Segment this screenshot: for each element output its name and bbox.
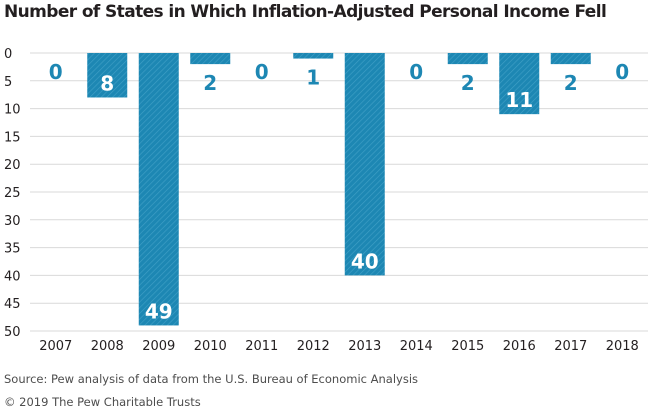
y-tick-label: 20 — [4, 158, 21, 173]
y-tick-label: 40 — [4, 269, 21, 284]
data-label-2008: 8 — [100, 71, 114, 95]
x-tick-label: 2013 — [348, 339, 381, 354]
x-tick-label: 2011 — [245, 339, 278, 354]
bar-2012 — [293, 53, 334, 59]
data-label-2012: 1 — [306, 66, 320, 90]
y-tick-label: 50 — [4, 325, 21, 340]
x-tick-label: 2014 — [400, 339, 433, 354]
data-label-2017: 2 — [564, 71, 578, 95]
chart-title: Number of States in Which Inflation-Adju… — [4, 2, 607, 22]
source-note: Source: Pew analysis of data from the U.… — [4, 372, 418, 386]
y-tick-label: 45 — [4, 297, 21, 312]
y-tick-label: 25 — [4, 186, 21, 201]
data-label-2010: 2 — [203, 71, 217, 95]
bar-2008 — [87, 53, 128, 98]
data-label-2013: 40 — [351, 249, 379, 273]
x-tick-label: 2010 — [194, 339, 227, 354]
y-tick-label: 30 — [4, 214, 21, 229]
bar-2017 — [550, 53, 591, 65]
y-tick-label: 0 — [4, 47, 12, 62]
x-tick-label: 2017 — [554, 339, 587, 354]
data-label-2015: 2 — [461, 71, 475, 95]
data-label-2011: 0 — [255, 60, 269, 84]
data-label-2016: 11 — [505, 88, 533, 112]
data-label-2009: 49 — [145, 299, 173, 323]
data-label-2007: 0 — [49, 60, 63, 84]
x-tick-label: 2008 — [91, 339, 124, 354]
bar-2010 — [190, 53, 231, 65]
bar-2015 — [447, 53, 488, 65]
data-label-2014: 0 — [409, 60, 423, 84]
bars — [87, 53, 591, 326]
x-tick-label: 2016 — [503, 339, 536, 354]
x-tick-label: 2007 — [39, 339, 72, 354]
gridlines — [30, 52, 648, 332]
x-tick-label: 2018 — [606, 339, 639, 354]
y-tick-label: 15 — [4, 130, 21, 145]
y-tick-label: 10 — [4, 103, 21, 118]
x-tick-label: 2012 — [297, 339, 330, 354]
copyright-note: © 2019 The Pew Charitable Trusts — [4, 395, 201, 409]
data-label-2018: 0 — [615, 60, 629, 84]
y-tick-label: 35 — [4, 242, 21, 257]
bar-2016 — [499, 53, 540, 115]
x-tick-label: 2009 — [142, 339, 175, 354]
y-tick-label: 5 — [4, 75, 12, 90]
y-axis: 0 5 10 15 20 25 30 35 40 45 50 — [4, 47, 21, 340]
x-tick-label: 2015 — [451, 339, 484, 354]
x-axis: 2007 2008 2009 2010 2011 2012 2013 2014 2015 2016… — [39, 339, 639, 354]
bar-2013 — [344, 53, 385, 276]
bar-2009 — [138, 53, 179, 326]
